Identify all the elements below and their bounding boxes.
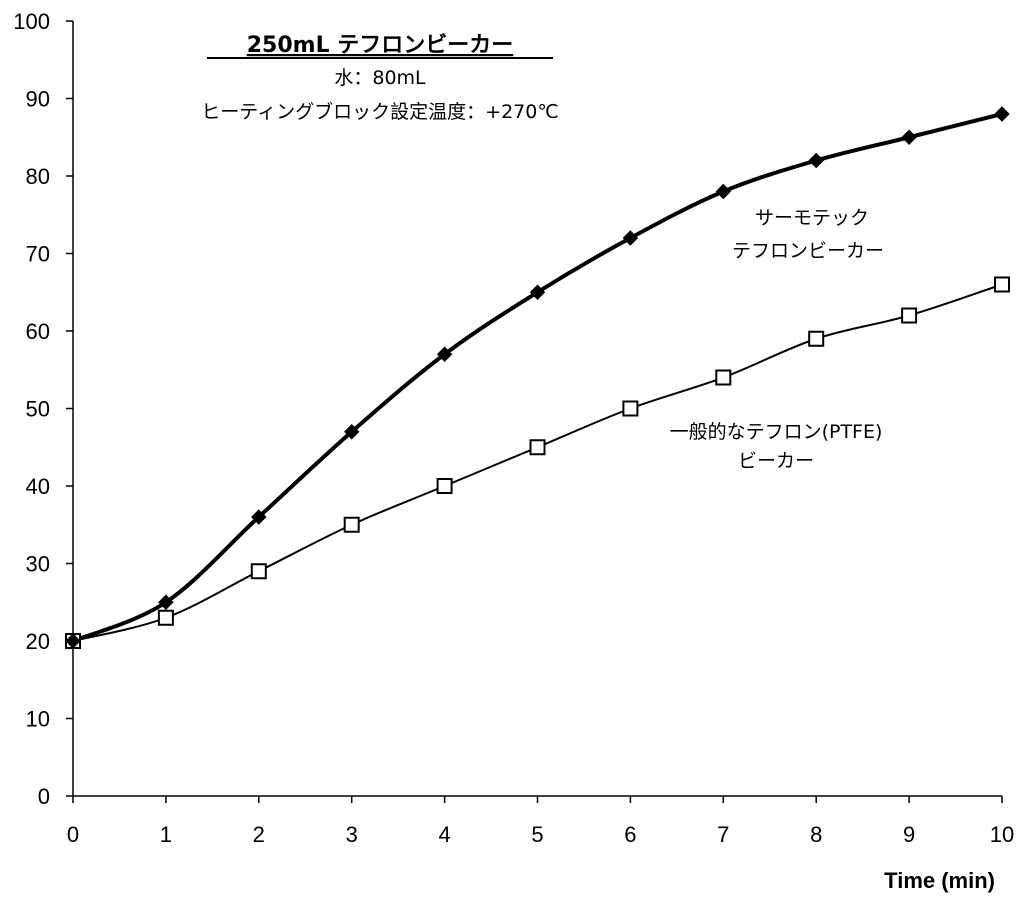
x-tick-label: 0 [67,822,79,847]
subtitle-water: 水：80mL [334,67,426,89]
x-tick-label: 9 [903,822,915,847]
series-label-thermotec-line1: サーモテック [755,207,869,229]
data-point-thermotec [251,509,267,525]
y-tick-label: 30 [26,552,50,577]
data-point-ptfe [157,609,174,626]
data-point-thermotec [343,424,360,440]
x-axis-title: Time (min) [884,868,995,893]
data-point-ptfe [994,276,1010,293]
y-tick-label: 70 [26,242,50,267]
x-tick-label: 8 [810,822,822,847]
x-axis: 0 1 2 3 4 5 6 7 8 9 10 [67,795,1014,847]
y-tick-label: 100 [13,9,50,34]
data-point-thermotec [529,284,546,300]
data-point-ptfe [715,369,732,386]
data-point-thermotec [65,633,81,649]
y-tick-label: 80 [26,164,50,189]
chart-title: 250mL テフロンビーカー [247,33,514,58]
x-tick-label: 4 [438,822,450,847]
data-point-ptfe [250,563,267,580]
data-point-ptfe [901,307,918,324]
series-label-ptfe-line1: 一般的なテフロン(PTFE) [670,421,883,443]
subtitle-block-temp: ヒーティングブロック設定温度：+270℃ [201,100,558,123]
data-point-thermotec [436,346,453,362]
data-point-thermotec [622,230,639,246]
data-point-ptfe [529,439,546,456]
y-tick-label: 40 [26,474,50,499]
y-tick-label: 60 [26,319,50,344]
series-layer [65,106,1010,649]
data-point-ptfe [622,400,639,417]
data-point-ptfe [436,478,453,494]
x-tick-label: 1 [160,822,172,847]
series-label-ptfe-line2: ビーカー [738,450,814,472]
x-tick-label: 5 [531,822,543,847]
series-label-thermotec-line2: テフロンビーカー [732,240,884,262]
data-point-ptfe [808,330,825,347]
y-axis: 0 10 20 30 40 50 60 70 80 90 100 [13,9,74,809]
series-line-ptfe [72,283,1003,642]
data-point-thermotec [715,183,732,200]
x-tick-label: 6 [624,822,636,847]
data-point-ptfe [343,516,360,533]
series-line-thermotec [72,112,1003,643]
y-tick-label: 0 [38,784,50,809]
x-tick-label: 10 [990,822,1014,847]
x-tick-label: 3 [346,822,358,847]
x-tick-label: 7 [717,822,729,847]
data-point-thermotec [158,594,174,610]
y-tick-label: 50 [26,397,50,422]
data-point-thermotec [901,129,917,145]
y-tick-label: 10 [26,707,50,732]
data-point-thermotec [994,106,1010,122]
data-point-thermotec [808,152,824,169]
y-tick-label: 90 [26,87,50,112]
y-tick-label: 20 [26,629,50,654]
x-tick-label: 2 [253,822,265,847]
